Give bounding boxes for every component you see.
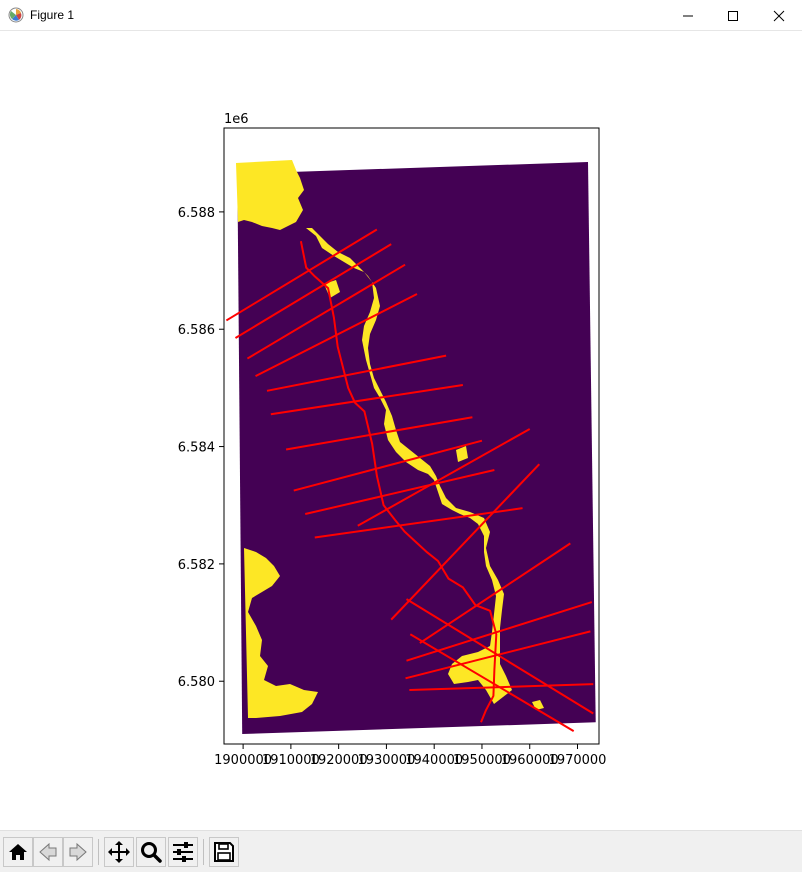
raster-class-patch-west-bank-spot [324,280,340,298]
save-button[interactable] [209,837,239,867]
classified-raster [236,160,596,734]
cross-section-line-1 [225,228,378,322]
x-tick-label: 1910000 [262,753,320,768]
back-arrow-icon [39,842,57,862]
minimize-icon [683,15,693,16]
y-tick-label: 6.580 [178,675,215,690]
close-icon [773,10,785,21]
x-tick-label: 1900000 [214,753,272,768]
axes-frame [223,127,600,745]
y-offset-label: 1e6 [224,112,249,127]
cross-section-line-3 [246,263,406,360]
y-axis: 6.580 6.582 6.584 6.586 6.588 [178,206,224,690]
sliders-icon [173,842,193,862]
toolbar-separator [203,839,204,865]
raster-background-class [237,162,596,734]
x-axis: 1900000191000019200001930000194000019500… [214,744,606,768]
home-button[interactable] [3,837,33,867]
matplotlib-logo-icon [8,7,24,23]
cross-section-line-18 [405,598,594,715]
forward-arrow-icon [69,842,87,862]
zoom-button[interactable] [136,837,166,867]
raster-class-patch-east-bank-spot [456,446,468,462]
x-tick-label: 1940000 [405,753,463,768]
forward-button[interactable] [63,837,93,867]
cross-section-line-5 [266,354,447,392]
pan-button[interactable] [104,837,134,867]
y-tick-label: 6.584 [178,441,215,456]
y-tick-label: 6.588 [178,206,215,221]
maximize-icon [728,10,738,21]
close-button[interactable] [756,0,802,31]
back-button[interactable] [33,837,63,867]
cross-section-line-9 [304,469,495,516]
x-tick-label: 1950000 [453,753,511,768]
river-centerline [299,241,498,723]
cross-section-line-17 [409,633,575,732]
toolbar-separator [98,839,99,865]
move-icon [108,841,130,863]
cross-section-line-13 [419,542,571,644]
maximize-button[interactable] [710,0,756,31]
cross-section-line-8 [293,439,483,492]
x-tick-label: 1920000 [310,753,368,768]
cross-section-lines [225,228,594,732]
y-tick-label: 6.582 [178,558,215,573]
cross-section-line-2 [234,243,392,339]
configure-subplots-button[interactable] [168,837,198,867]
plot-area[interactable]: 1900000191000019200001930000194000019500… [0,32,802,830]
home-icon [9,844,27,860]
navigation-toolbar [0,830,802,872]
magnifier-icon [141,842,162,863]
raster-class-patch-northwest [236,160,304,230]
title-bar: Figure 1 [0,0,802,31]
y-tick-label: 6.586 [178,323,215,338]
floppy-disk-icon [214,842,234,862]
cross-section-line-10 [314,507,523,539]
x-tick-label: 1930000 [357,753,415,768]
window-title: Figure 1 [30,8,75,22]
x-tick-label: 1970000 [549,753,607,768]
x-tick-label: 1960000 [501,753,559,768]
raster-class-patch-southwest [244,548,318,718]
minimize-button[interactable] [665,0,711,31]
figure-canvas[interactable]: 1900000 1910000 1920000 1930000 1940000 19500… [0,32,802,830]
cross-section-line-12 [390,463,541,621]
cross-section-line-7 [285,416,473,451]
cross-section-line-6 [270,383,464,416]
